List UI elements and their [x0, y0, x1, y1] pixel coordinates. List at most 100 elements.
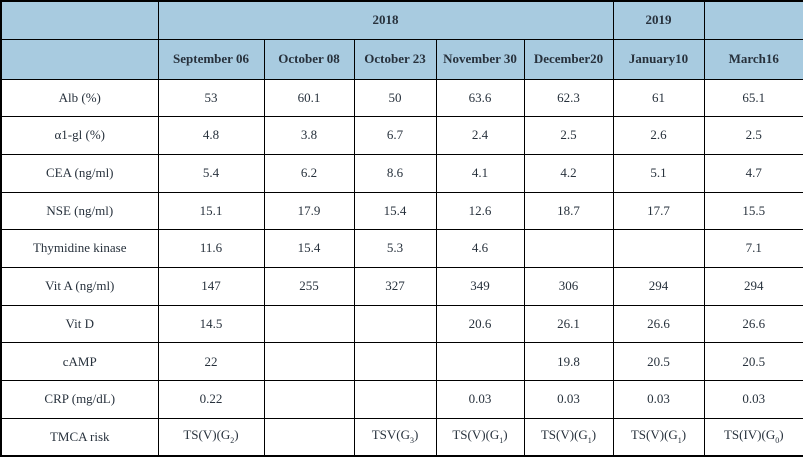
row-label: cAMP	[0, 342, 159, 381]
cell-value: 62.3	[523, 78, 614, 118]
cell-value-text: )	[503, 427, 508, 443]
cell-value: 22	[157, 342, 265, 381]
cell-value: 4.2	[523, 153, 614, 193]
cell-value: 14.5	[157, 304, 265, 344]
cell-value: 26.6	[703, 304, 803, 344]
cell-value: 53	[157, 78, 265, 118]
cell-value-subscript: 3	[409, 436, 414, 446]
cell-value: 294	[612, 266, 705, 306]
cell-value: 65.1	[703, 78, 803, 118]
cell-value: 20.6	[435, 304, 525, 344]
cell-value: 327	[353, 266, 437, 306]
cell-value: 20.5	[612, 342, 705, 381]
row-label: Alb (%)	[0, 78, 159, 118]
year-header-2018: 2018	[157, 0, 614, 40]
cell-value: 0.22	[157, 380, 265, 419]
cell-value: 0.03	[523, 380, 614, 419]
cell-value: TS(V)(G2)	[157, 417, 265, 457]
cell-value: 26.6	[612, 304, 705, 344]
row-label: NSE (ng/ml)	[0, 191, 159, 231]
cell-value-subscript: 2	[230, 436, 235, 446]
row-label: TMCA risk	[0, 417, 159, 457]
cell-value: 306	[523, 266, 614, 306]
cell-value: 4.7	[703, 153, 803, 193]
cell-value: 0.03	[612, 380, 705, 419]
table-row: cAMP 22 19.8 20.5 20.5	[0, 342, 803, 381]
cell-value	[263, 304, 355, 344]
cell-value: 19.8	[523, 342, 614, 381]
table-row: Alb (%) 53 60.1 50 63.6 62.3 61 65.1	[0, 78, 803, 118]
row-label: CEA (ng/ml)	[0, 153, 159, 193]
row-label: CRP (mg/dL)	[0, 380, 159, 419]
cell-value	[353, 342, 437, 381]
cell-value: 4.6	[435, 229, 525, 268]
cell-value-text: TS(IV)(G	[723, 427, 776, 443]
cell-value: 294	[703, 266, 803, 306]
cell-value	[263, 380, 355, 419]
table-row: Vit A (ng/ml) 147 255 327 349 306 294 294	[0, 266, 803, 306]
table-row: Thymidine kinase 11.6 15.4 5.3 4.6 7.1	[0, 229, 803, 268]
date-header: December20	[523, 38, 614, 80]
cell-value	[523, 229, 614, 268]
cell-value-text: TS(V)(G	[183, 427, 231, 443]
cell-value: 26.1	[523, 304, 614, 344]
cell-value: TS(V)(G1)	[523, 417, 614, 457]
cell-value: 2.6	[612, 116, 705, 155]
cell-value	[612, 229, 705, 268]
row-label: Thymidine kinase	[0, 229, 159, 268]
cell-value: 7.1	[703, 229, 803, 268]
cell-value: 349	[435, 266, 525, 306]
cell-value: 2.5	[703, 116, 803, 155]
date-header-empty	[0, 38, 159, 80]
date-header: January10	[612, 38, 705, 80]
cell-value-text: )	[591, 427, 597, 443]
cell-value: 15.4	[263, 229, 355, 268]
row-label: α1-gl (%)	[0, 116, 159, 155]
cell-value: 3.8	[263, 116, 355, 155]
date-header: October 08	[263, 38, 355, 80]
cell-value-text: TSV(G	[371, 427, 410, 443]
cell-value: 6.7	[353, 116, 437, 155]
year-header-empty	[703, 0, 803, 40]
cell-value: 18.7	[523, 191, 614, 231]
cell-value-subscript: 1	[587, 436, 592, 446]
cell-value: 15.5	[703, 191, 803, 231]
cell-value-text: )	[681, 427, 687, 443]
cell-value	[353, 304, 437, 344]
cell-value: 12.6	[435, 191, 525, 231]
cell-value: 4.1	[435, 153, 525, 193]
cell-value-subscript: 1	[499, 436, 504, 446]
cell-value-text: )	[234, 427, 239, 443]
cell-value-text: TS(V)(G	[452, 427, 500, 443]
cell-value: TS(V)(G1)	[435, 417, 525, 457]
cell-value: 17.9	[263, 191, 355, 231]
cell-value	[263, 417, 355, 457]
cell-value: TSV(G3)	[353, 417, 437, 457]
date-header: March16	[703, 38, 803, 80]
table-row: α1-gl (%) 4.8 3.8 6.7 2.4 2.5 2.6 2.5	[0, 116, 803, 155]
cell-value: 17.7	[612, 191, 705, 231]
cell-value	[435, 342, 525, 381]
row-label: Vit A (ng/ml)	[0, 266, 159, 306]
row-label: Vit D	[0, 304, 159, 344]
cell-value: 20.5	[703, 342, 803, 381]
cell-value: 147	[157, 266, 265, 306]
table-row: CRP (mg/dL) 0.22 0.03 0.03 0.03 0.03	[0, 380, 803, 419]
cell-value: 5.1	[612, 153, 705, 193]
cell-value	[263, 342, 355, 381]
cell-value: TS(IV)(G0)	[703, 417, 803, 457]
date-header-row: September 06 October 08 October 23 Novem…	[0, 38, 803, 80]
cell-value: 63.6	[435, 78, 525, 118]
cell-value: 60.1	[263, 78, 355, 118]
cell-value: 255	[263, 266, 355, 306]
date-header: October 23	[353, 38, 437, 80]
cell-value: 5.3	[353, 229, 437, 268]
table-row: Vit D 14.5 20.6 26.1 26.6 26.6	[0, 304, 803, 344]
year-header-row: 2018 2019	[0, 0, 803, 40]
cell-value: 15.4	[353, 191, 437, 231]
cell-value-subscript: 1	[677, 436, 682, 446]
date-header: November 30	[435, 38, 525, 80]
cell-value: 6.2	[263, 153, 355, 193]
